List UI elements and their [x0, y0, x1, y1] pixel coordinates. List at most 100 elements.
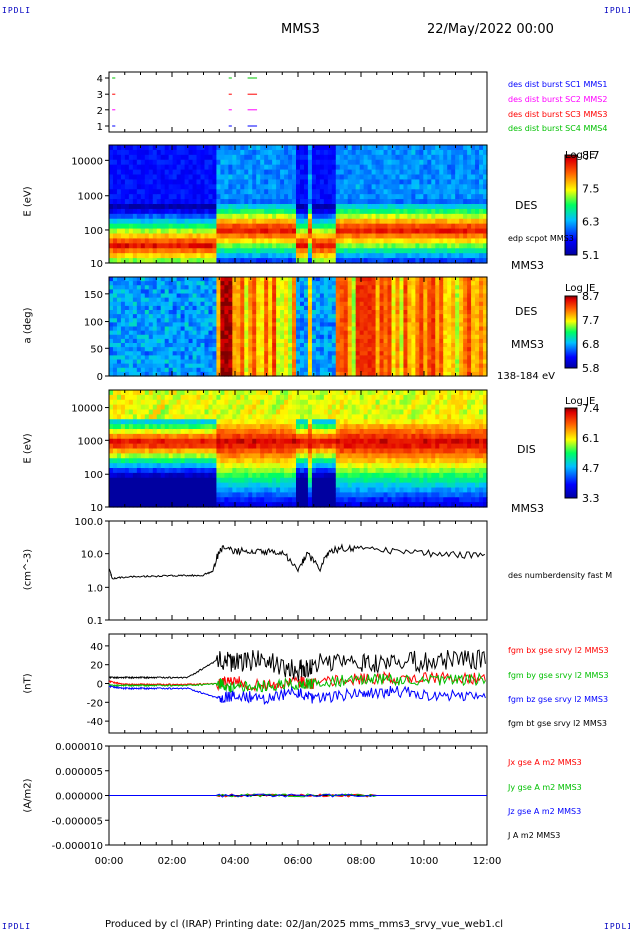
pitch-tick-3: 0 — [97, 372, 103, 383]
current-tick-3: -0.000005 — [52, 816, 103, 827]
density-tick-0: 100.0 — [74, 517, 103, 528]
corner-label-top-right: IPDLI — [604, 6, 630, 15]
dis-energy-tick-1: 1000 — [78, 436, 103, 447]
dis-energy-tick-0: 10000 — [71, 404, 103, 415]
colorbar-2-tick-0: 8.7 — [582, 290, 600, 303]
panel-frame-0 — [108, 71, 488, 133]
legend-burst-sc3: des dist burst SC3 MMS3 — [508, 110, 608, 119]
burst-tick-3: 1 — [97, 122, 103, 133]
dis-label: DIS — [517, 443, 536, 456]
pitch-des-label: DES — [515, 305, 538, 318]
legend-j: J A m2 MMS3 — [508, 831, 561, 840]
current-tick-2: 0.000000 — [55, 792, 103, 803]
xaxis-tick-3: 06:00 — [284, 856, 313, 867]
des-energy-tick-3: 10 — [90, 259, 103, 270]
colorbar-2-tick-1: 7.7 — [582, 314, 600, 327]
bfield-series-1 — [108, 672, 486, 695]
dis-energy-heatmap — [109, 390, 488, 508]
colorbar-3-tick-0: 7.4 — [582, 402, 600, 415]
legend-bz: fgm bz gse srvy l2 MMS3 — [508, 695, 609, 704]
des-energy-tick-0: 10000 — [71, 156, 103, 167]
footer-text: Produced by cl (IRAP) Printing date: 02/… — [105, 919, 504, 930]
panel-frame-5 — [108, 633, 488, 734]
colorbar-1-tick-1: 7.5 — [582, 182, 600, 195]
xaxis-tick-6: 12:00 — [473, 856, 502, 867]
corner-label-bottom-right: IPDLI — [604, 922, 630, 931]
density-tick-3: 0.1 — [87, 616, 103, 627]
legend-jx: Jx gse A m2 MMS3 — [508, 758, 582, 767]
dis-energy-ylabel: E (eV) — [22, 433, 34, 464]
legend-burst-sc4: des dist burst SC4 MMS4 — [508, 124, 608, 133]
bfield-tick-0: 40 — [90, 642, 103, 653]
current-ylabel: (A/m2) — [22, 778, 34, 813]
colorbar-3-tick-2: 4.7 — [582, 462, 600, 475]
bfield-tick-3: -20 — [87, 698, 103, 709]
xaxis-tick-1: 02:00 — [158, 856, 187, 867]
dis-energy-tick-3: 10 — [90, 503, 103, 514]
legend-burst-sc2: des dist burst SC2 MMS2 — [508, 95, 608, 104]
des-energy-ylabel: E (eV) — [22, 186, 34, 217]
legend-burst-sc1: des dist burst SC1 MMS1 — [508, 80, 608, 89]
des-energy-label: DES — [515, 199, 538, 212]
pitch-tick-0: 150 — [84, 290, 103, 301]
density-legend: des numberdensity fast M — [508, 571, 613, 580]
colorbar-2-tick-2: 6.8 — [582, 338, 600, 351]
burst-tick-1: 3 — [97, 90, 103, 101]
colorbar-3-tick-3: 3.3 — [582, 492, 600, 505]
legend-bt: fgm bt gse srvy l2 MMS3 — [508, 719, 607, 728]
pitch-energy-range: 138-184 eV — [497, 371, 555, 382]
colorbar-3 — [564, 407, 578, 499]
burst-tick-0: 4 — [97, 74, 103, 85]
bfield-series-3 — [108, 649, 486, 681]
current-tick-0: 0.000010 — [55, 742, 103, 753]
dis-sc-label: MMS3 — [511, 502, 544, 515]
bfield-series-0 — [108, 670, 486, 693]
legend-jy: Jy gse A m2 MMS3 — [508, 783, 582, 792]
des-energy-tick-1: 1000 — [78, 192, 103, 203]
current-tick-4: -0.000010 — [52, 841, 103, 852]
xaxis-tick-5: 10:00 — [410, 856, 439, 867]
current-tick-1: 0.000005 — [55, 767, 103, 778]
xaxis-tick-0: 00:00 — [95, 856, 124, 867]
bfield-ylabel: (nT) — [22, 673, 34, 694]
legend-by: fgm by gse srvy l2 MMS3 — [508, 671, 609, 680]
des-energy-cbar-title: Log JE — [565, 150, 596, 161]
colorbar-1-tick-3: 5.1 — [582, 249, 600, 262]
corner-label-bottom-left: IPDLI — [2, 922, 32, 931]
xaxis-tick-2: 04:00 — [221, 856, 250, 867]
colorbar-2-tick-3: 5.8 — [582, 362, 600, 375]
legend-bx: fgm bx gse srvy l2 MMS3 — [508, 646, 609, 655]
des-energy-sc-label: MMS3 — [511, 259, 544, 272]
colorbar-3-tick-1: 6.1 — [582, 432, 600, 445]
des-energy-tick-2: 100 — [84, 226, 103, 237]
pitch-sc-label: MMS3 — [511, 338, 544, 351]
dis-cbar-title: Log JE — [565, 396, 596, 407]
density-series-line — [108, 543, 486, 580]
pitch-ylabel: a (deg) — [22, 307, 34, 344]
density-tick-1: 10.0 — [81, 550, 103, 561]
edp-scpot-label: edp scpot MMS3 — [508, 234, 574, 243]
bfield-tick-2: 0 — [97, 680, 103, 691]
burst-tick-2: 2 — [97, 106, 103, 117]
bfield-tick-4: -40 — [87, 717, 103, 728]
bfield-tick-1: 20 — [90, 661, 103, 672]
colorbar-1-tick-0: 8.7 — [582, 149, 600, 162]
density-tick-2: 1.0 — [87, 583, 103, 594]
pitch-heatmap — [109, 277, 488, 377]
dis-energy-tick-2: 100 — [84, 470, 103, 481]
density-ylabel: (cm^-3) — [22, 548, 34, 591]
pitch-cbar-title: Log JE — [565, 283, 596, 294]
colorbar-2 — [564, 295, 578, 369]
des-energy-heatmap — [109, 145, 488, 264]
legend-jz: Jz gse A m2 MMS3 — [508, 807, 582, 816]
corner-label-top-left: IPDLI — [2, 6, 32, 15]
current-series-2 — [109, 793, 487, 798]
bfield-series-2 — [108, 685, 486, 706]
plot-title: MMS3 — [281, 22, 320, 37]
colorbar-1-tick-2: 6.3 — [582, 216, 600, 229]
plot-date: 22/May/2022 00:00 — [427, 22, 554, 37]
pitch-tick-2: 50 — [90, 344, 103, 355]
colorbar-1 — [564, 154, 578, 256]
xaxis-tick-4: 08:00 — [347, 856, 376, 867]
